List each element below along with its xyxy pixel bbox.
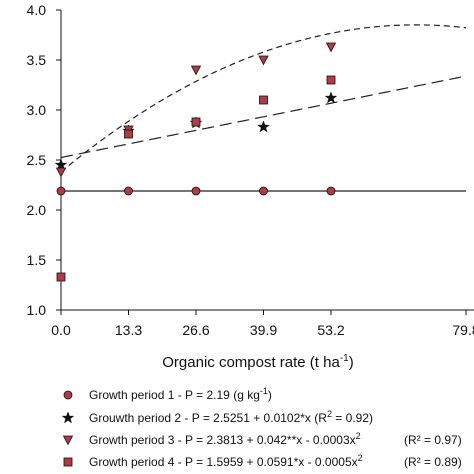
x-axis-label: Organic compost rate (t ha-1) [162, 353, 353, 371]
y-tick-label: 2.5 [27, 152, 47, 168]
y-tick-label: 3.0 [27, 102, 47, 118]
y-tick-label: 1.0 [27, 302, 47, 318]
x-tick-label: 79.8 [452, 322, 474, 338]
fit-lines [60, 24, 467, 192]
point-series-3 [190, 65, 202, 76]
x-tick-label: 13.3 [115, 322, 142, 338]
legend-r2-series-4: (R² = 0.89) [404, 455, 462, 469]
point-series-2 [257, 120, 270, 133]
x-tick-label: 53.2 [317, 322, 344, 338]
legend: Growth period 1 - P = 2.19 (g kg-1) Grouw… [61, 386, 462, 469]
legend-entry-series-3: Growth period 3 - P = 2.3813 + 0.042**x … [89, 431, 361, 447]
point-series-1 [56, 186, 66, 196]
fit-line-series-2 [60, 75, 467, 159]
y-tick-label: 3.5 [27, 52, 47, 68]
point-series-4 [56, 272, 66, 282]
x-axis-label-main: Organic compost rate (t ha [162, 354, 340, 371]
point-series-3 [55, 167, 67, 178]
legend-marker-series-1 [63, 390, 73, 400]
point-series-3 [325, 42, 337, 53]
legend-entry-series-2: Grouwth period 2 - P = 2.5251 + 0.0102*x… [89, 409, 373, 425]
legend-entry-series-1: Growth period 1 - P = 2.19 (g kg-1) [89, 386, 272, 402]
x-axis-label-sup: -1 [340, 353, 349, 364]
point-series-4 [326, 75, 336, 85]
legend-marker-series-2 [61, 411, 75, 424]
point-series-1 [191, 186, 201, 196]
point-series-3 [258, 55, 269, 66]
x-tick-label: 0.0 [51, 322, 71, 338]
x-axis-label-end: ) [349, 354, 354, 371]
fit-line-series-3 [60, 24, 467, 173]
legend-marker-series-3 [62, 435, 74, 446]
x-tick-label: 26.6 [182, 322, 209, 338]
point-series-2 [54, 158, 68, 171]
y-tick-label: 1.5 [27, 252, 47, 268]
point-series-4 [259, 95, 268, 105]
legend-entry-series-4: Growth period 4 - P = 1.5959 + 0.0591*x … [89, 453, 363, 469]
y-tick-label: 2.0 [27, 202, 47, 218]
point-series-1 [124, 186, 133, 196]
legend-r2-series-3: (R² = 0.97) [404, 433, 462, 447]
point-series-4 [191, 117, 201, 127]
tick-labels: 1.0 1.5 2.0 2.5 3.0 3.5 4.0 0.0 13.3 26.6 39.9 53.2… [27, 2, 474, 338]
data-points [54, 42, 338, 282]
point-series-1 [326, 186, 336, 196]
legend-marker-series-4 [63, 457, 73, 467]
point-series-1 [259, 186, 268, 196]
point-series-2 [324, 91, 338, 104]
x-tick-label: 39.9 [250, 322, 277, 338]
point-series-4 [124, 129, 133, 139]
y-tick-label: 4.0 [27, 2, 47, 18]
